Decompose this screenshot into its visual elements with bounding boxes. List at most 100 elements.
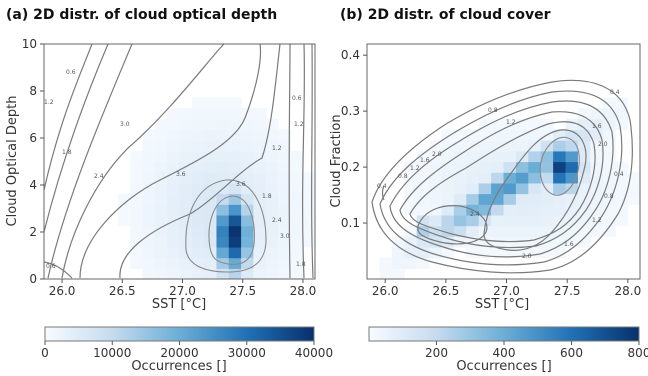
heatmap-cell [491,193,505,205]
colorbar-tick-label: 30000 [228,346,266,360]
heatmap-cell [191,150,205,163]
heatmap-cell [379,268,393,279]
heatmap-cell [429,204,443,216]
heatmap-cell [228,236,242,248]
heatmap-cell [265,204,279,216]
heatmap-cell [466,246,480,259]
heatmap-cell [577,172,591,184]
heatmap-cell [142,214,156,227]
contour-line [539,136,580,196]
heatmap-cell [117,214,131,227]
heatmap-cell [265,182,279,195]
heatmap-cell [167,161,181,173]
heatmap-cell [253,214,267,227]
heatmap-cell [416,182,430,195]
panel-a-ylabel: Cloud Optical Depth [5,96,20,227]
heatmap-cell [204,172,218,184]
heatmap-cell [503,129,517,141]
heatmap-cell [154,236,168,248]
heatmap-cell [241,225,255,237]
heatmap-cell [191,225,205,237]
contour-line [119,44,281,279]
heatmap-cell [117,204,131,216]
heatmap-cell [167,140,181,152]
heatmap-cell [228,257,242,269]
panel-b-colorbar-ticks: 200 400 600 800 [425,341,648,360]
heatmap-cell [453,214,467,227]
contour-line [185,179,267,273]
heatmap-cell [577,129,591,141]
heatmap-cell [179,140,193,152]
heatmap-cell [565,140,579,152]
heatmap-cell [290,257,304,269]
heatmap-cell [179,214,193,227]
heatmap-cell [491,236,505,248]
heatmap-cell [602,214,616,227]
heatmap-cell [491,182,505,195]
heatmap-cell [528,246,542,259]
heatmap-cell [602,97,616,109]
heatmap-cell [265,172,279,184]
heatmap-cell [441,204,455,216]
y-tick-label: 4 [29,178,37,192]
panel-b: (b) 2D distr. of cloud cover 0.4 0.8 1.2… [329,7,648,374]
heatmap-cell [265,236,279,248]
heatmap-cell [167,236,181,248]
heatmap-cell [602,204,616,216]
heatmap-cell [478,246,492,259]
contour-label: 0.6 [46,263,56,270]
heatmap-cell [416,246,430,259]
panel-b-title: (b) 2D distr. of cloud cover [340,7,551,23]
heatmap-cell [191,268,205,279]
heatmap-cell [453,140,467,152]
heatmap-cell [429,161,443,173]
heatmap-cell [478,236,492,248]
heatmap-cell [453,193,467,205]
heatmap-cell [290,268,304,279]
heatmap-cell [228,118,242,131]
y-tick-label: 2 [29,225,37,239]
heatmap-cell [290,161,304,173]
heatmap-cell [404,246,418,259]
heatmap-cell [179,118,193,131]
panel-b-axes: 26.0 26.5 27.0 27.5 28.0 0.1 0.2 0.3 0.4 [341,48,641,298]
heatmap-cell [503,214,517,227]
heatmap-cell [278,246,291,259]
heatmap-cell [478,204,492,216]
heatmap-cell [167,150,181,163]
heatmap-cell [154,257,168,269]
heatmap-cell [191,97,205,109]
heatmap-cell [565,214,579,227]
heatmap-cell [615,214,629,227]
heatmap-cell [503,193,517,205]
heatmap-cell [204,204,218,216]
heatmap-cell [290,204,304,216]
heatmap-cell [241,257,255,269]
heatmap-cell [441,246,455,259]
heatmap-cell [391,268,405,279]
heatmap-cell [491,204,505,216]
y-tick-label: 6 [29,131,37,145]
contour-label: 1.8 [62,149,72,156]
heatmap-cell [466,150,480,163]
heatmap-cell [528,140,542,152]
heatmap-cell [515,118,529,131]
heatmap-cell [290,236,304,248]
heatmap-cell [167,118,181,131]
heatmap-cell [565,236,579,248]
heatmap-cell [577,214,591,227]
heatmap-cell [191,236,205,248]
heatmap-cell [253,182,267,195]
heatmap-cell [590,140,604,152]
heatmap-cell [241,150,255,163]
contour-line [44,44,109,233]
heatmap-cell [565,193,579,205]
heatmap-cell [515,140,529,152]
heatmap-cell [253,129,267,141]
heatmap-cell [528,214,542,227]
heatmap-cell [503,246,517,259]
heatmap-cell [253,150,267,163]
heatmap-cell [154,161,168,173]
heatmap-cell [416,257,430,269]
heatmap-cell [142,150,156,163]
